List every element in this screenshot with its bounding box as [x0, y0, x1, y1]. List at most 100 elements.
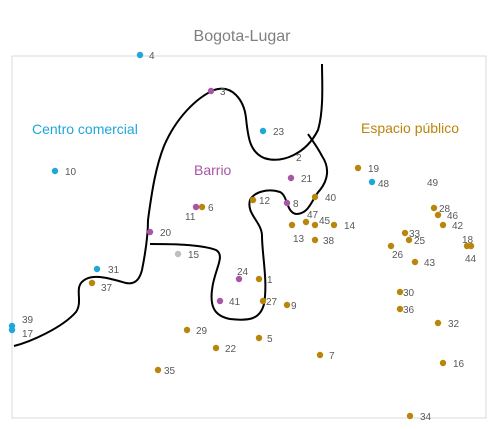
point-8	[283, 199, 291, 207]
point-label-21: 21	[301, 174, 313, 185]
region-label-barrio: Barrio	[194, 162, 232, 178]
point-16	[439, 359, 447, 367]
point-32	[434, 319, 442, 327]
point-5	[255, 334, 263, 342]
point-label-13: 13	[293, 234, 305, 245]
point-10	[51, 167, 59, 175]
point-label-5: 5	[267, 334, 273, 345]
point-label-44: 44	[465, 254, 477, 265]
point-label-47: 47	[307, 210, 319, 221]
point-label-14: 14	[344, 221, 356, 232]
point-label-16: 16	[453, 359, 465, 370]
point-7	[316, 351, 324, 359]
point-label-19: 19	[368, 164, 380, 175]
point-label-41: 41	[229, 297, 241, 308]
point-21	[287, 174, 295, 182]
point-9	[283, 301, 291, 309]
point-11	[192, 203, 200, 211]
point-31	[93, 265, 101, 273]
point-12	[249, 196, 257, 204]
region-boundary-inner	[149, 133, 328, 321]
point-1	[255, 275, 263, 283]
point-42	[439, 221, 447, 229]
point-3	[207, 87, 215, 95]
point-label-32: 32	[448, 319, 460, 330]
chart-title: Bogota-Lugar	[194, 28, 292, 45]
point-25	[405, 236, 413, 244]
point-30	[396, 288, 404, 296]
plot-frame	[11, 55, 487, 419]
point-33	[401, 229, 409, 237]
point-label-39: 39	[22, 315, 34, 326]
point-label-36: 36	[403, 305, 415, 316]
point-20	[146, 228, 154, 236]
point-28	[430, 204, 438, 212]
point-label-46: 46	[447, 211, 459, 222]
point-label-9: 9	[291, 301, 297, 312]
point-13	[288, 221, 296, 229]
point-14	[330, 221, 338, 229]
point-label-15: 15	[188, 250, 200, 261]
point-36	[396, 305, 404, 313]
region-label-centro: Centro comercial	[32, 121, 138, 137]
point-46	[434, 211, 442, 219]
point-43	[411, 258, 419, 266]
region-boundary-outer	[13, 63, 324, 347]
point-29	[183, 326, 191, 334]
point-label-33: 33	[409, 229, 421, 240]
point-24	[235, 275, 243, 283]
point-27	[259, 297, 267, 305]
point-34	[406, 412, 414, 420]
point-label-30: 30	[403, 288, 415, 299]
labels-layer: 1345678910111213141516171819202122232425…	[22, 51, 477, 423]
point-38	[311, 236, 319, 244]
point-label-10: 10	[65, 167, 77, 178]
point-45	[311, 221, 319, 229]
point-label-20: 20	[160, 228, 172, 239]
point-label-35: 35	[164, 366, 176, 377]
point-label-43: 43	[424, 258, 436, 269]
point-15	[174, 250, 182, 258]
point-label-3: 3	[220, 87, 226, 98]
point-label-7: 7	[329, 351, 335, 362]
point-label-42: 42	[452, 221, 464, 232]
point-label-18: 18	[462, 235, 474, 246]
point-label-23: 23	[273, 127, 285, 138]
unplaced-labels-layer: 2 49	[296, 153, 439, 189]
point-label-2: 2	[296, 153, 302, 164]
point-40	[311, 193, 319, 201]
region-label-espacio: Espacio público	[361, 120, 459, 136]
point-label-34: 34	[420, 412, 432, 423]
point-44	[467, 242, 475, 250]
point-47	[302, 218, 310, 226]
point-label-22: 22	[225, 344, 237, 355]
points-layer	[8, 51, 475, 420]
point-label-27: 27	[266, 297, 278, 308]
point-23	[259, 127, 267, 135]
point-label-26: 26	[392, 250, 404, 261]
point-label-24: 24	[237, 267, 249, 278]
point-label-11: 11	[185, 212, 196, 223]
point-label-29: 29	[196, 326, 208, 337]
point-label-37: 37	[101, 283, 113, 294]
point-label-4: 4	[149, 51, 155, 62]
point-41	[216, 297, 224, 305]
point-35	[154, 366, 162, 374]
point-label-8: 8	[293, 199, 299, 210]
point-label-28: 28	[439, 204, 451, 215]
point-19	[354, 164, 362, 172]
point-37	[88, 279, 96, 287]
point-label-17: 17	[22, 329, 34, 340]
point-label-45: 45	[319, 216, 331, 227]
point-label-1: 1	[267, 275, 273, 286]
point-39	[8, 322, 16, 330]
point-label-6: 6	[208, 203, 214, 214]
point-label-48: 48	[378, 179, 390, 190]
point-label-38: 38	[323, 236, 335, 247]
point-label-12: 12	[259, 196, 271, 207]
point-48	[368, 178, 376, 186]
point-label-40: 40	[325, 193, 337, 204]
point-label-49: 49	[427, 178, 439, 189]
point-label-25: 25	[414, 236, 426, 247]
